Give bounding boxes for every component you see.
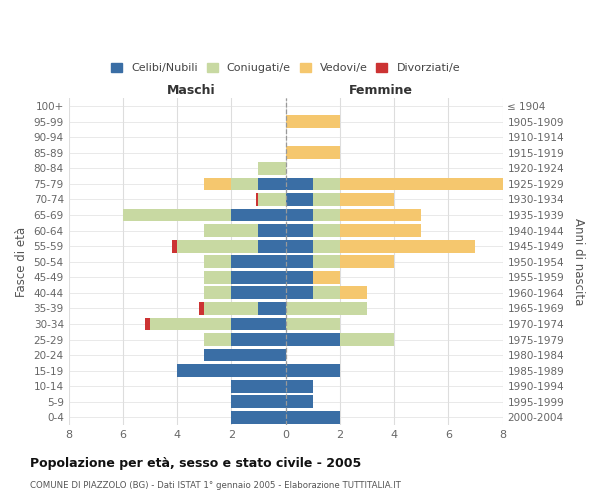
Bar <box>232 208 286 222</box>
Bar <box>286 193 313 206</box>
Bar <box>313 224 340 237</box>
Bar <box>177 364 286 377</box>
Bar <box>340 240 475 252</box>
Bar <box>232 411 286 424</box>
Bar <box>313 271 340 283</box>
Bar <box>286 364 340 377</box>
Bar <box>286 396 313 408</box>
Bar <box>313 178 340 190</box>
Bar <box>259 193 286 206</box>
Bar <box>313 193 340 206</box>
Bar <box>286 146 340 159</box>
Bar <box>286 208 313 222</box>
Bar <box>340 256 394 268</box>
Bar <box>286 256 313 268</box>
Legend: Celibi/Nubili, Coniugati/e, Vedovi/e, Divorziati/e: Celibi/Nubili, Coniugati/e, Vedovi/e, Di… <box>107 58 464 78</box>
Bar <box>204 286 232 299</box>
Bar <box>145 318 150 330</box>
Bar <box>259 224 286 237</box>
Bar <box>340 286 367 299</box>
Bar <box>313 240 340 252</box>
Bar <box>286 271 313 283</box>
Y-axis label: Anni di nascita: Anni di nascita <box>572 218 585 306</box>
Bar <box>259 162 286 175</box>
Bar <box>232 380 286 392</box>
Bar <box>286 411 340 424</box>
Bar <box>259 302 286 315</box>
Bar <box>286 318 340 330</box>
Bar <box>172 240 177 252</box>
Bar <box>259 178 286 190</box>
Bar <box>232 333 286 346</box>
Bar <box>286 178 313 190</box>
Bar <box>204 333 232 346</box>
Text: Popolazione per età, sesso e stato civile - 2005: Popolazione per età, sesso e stato civil… <box>30 458 361 470</box>
Bar <box>313 256 340 268</box>
Bar <box>259 240 286 252</box>
Bar <box>204 348 286 362</box>
Bar <box>286 224 313 237</box>
Bar <box>286 286 313 299</box>
Bar <box>204 302 259 315</box>
Bar <box>150 318 232 330</box>
Text: Femmine: Femmine <box>349 84 413 97</box>
Bar <box>232 318 286 330</box>
Bar <box>286 240 313 252</box>
Bar <box>313 208 340 222</box>
Bar <box>232 286 286 299</box>
Bar <box>232 271 286 283</box>
Bar <box>199 302 204 315</box>
Bar <box>340 224 421 237</box>
Bar <box>204 224 259 237</box>
Text: COMUNE DI PIAZZOLO (BG) - Dati ISTAT 1° gennaio 2005 - Elaborazione TUTTITALIA.I: COMUNE DI PIAZZOLO (BG) - Dati ISTAT 1° … <box>30 480 401 490</box>
Bar <box>286 302 367 315</box>
Bar <box>204 271 232 283</box>
Bar <box>286 333 340 346</box>
Bar <box>286 380 313 392</box>
Bar <box>177 240 259 252</box>
Bar <box>123 208 232 222</box>
Bar <box>232 178 259 190</box>
Bar <box>232 256 286 268</box>
Bar <box>204 178 232 190</box>
Bar <box>204 256 232 268</box>
Text: Maschi: Maschi <box>166 84 215 97</box>
Bar <box>286 116 340 128</box>
Y-axis label: Fasce di età: Fasce di età <box>15 226 28 297</box>
Bar <box>256 193 259 206</box>
Bar <box>340 178 503 190</box>
Bar <box>340 193 394 206</box>
Bar <box>232 396 286 408</box>
Bar <box>340 208 421 222</box>
Bar <box>340 333 394 346</box>
Bar <box>313 286 340 299</box>
